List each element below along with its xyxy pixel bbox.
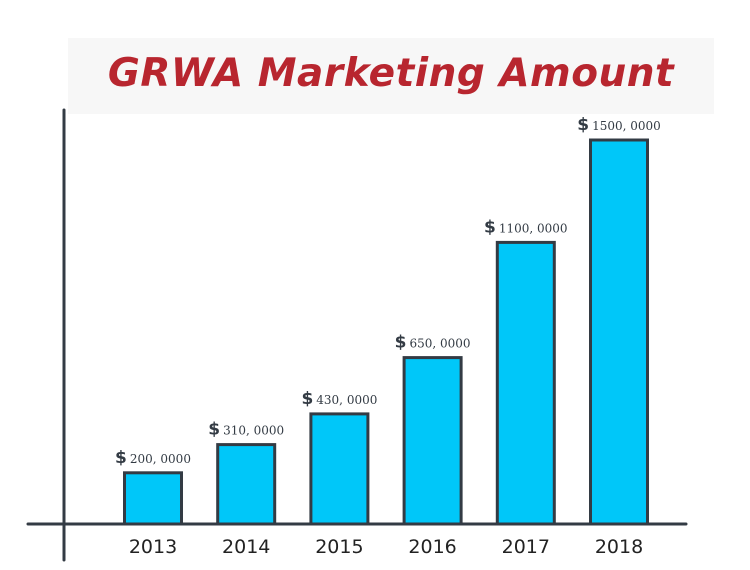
bar-2015 xyxy=(309,412,370,526)
bar-2017 xyxy=(495,240,556,526)
x-tick-label-2018: 2018 xyxy=(595,536,643,558)
value-labels-group: $200, 0000 $ 310, 0000 $ 430, 0000 $ 650, 0000… xyxy=(115,115,661,468)
x-tick-labels-group: 2013 2014 2015 2016 2017 2018 xyxy=(129,536,643,558)
data-label-2014: $310, 0000 xyxy=(208,420,284,440)
chart-title: GRWA Marketing Amount xyxy=(107,51,675,96)
data-label-2016: $650, 0000 xyxy=(395,333,471,353)
bar-2016 xyxy=(402,356,463,526)
bars-group xyxy=(123,138,649,526)
data-label-2018: $1500, 0000 xyxy=(577,115,661,135)
x-tick-label-2014: 2014 xyxy=(222,536,270,558)
data-label-2017: $1100, 0000 xyxy=(484,217,568,237)
bar-2013 xyxy=(123,471,183,526)
data-label-2015: $430, 0000 xyxy=(301,389,377,409)
title-background xyxy=(68,38,714,114)
data-label-2013: $200, 0000 xyxy=(115,448,191,468)
x-tick-label-2016: 2016 xyxy=(408,536,456,558)
x-tick-label-2013: 2013 xyxy=(129,536,177,558)
x-tick-label-2017: 2017 xyxy=(502,536,550,558)
bar-2018 xyxy=(589,138,649,526)
bar-2014 xyxy=(216,443,277,526)
x-tick-label-2015: 2015 xyxy=(315,536,363,558)
